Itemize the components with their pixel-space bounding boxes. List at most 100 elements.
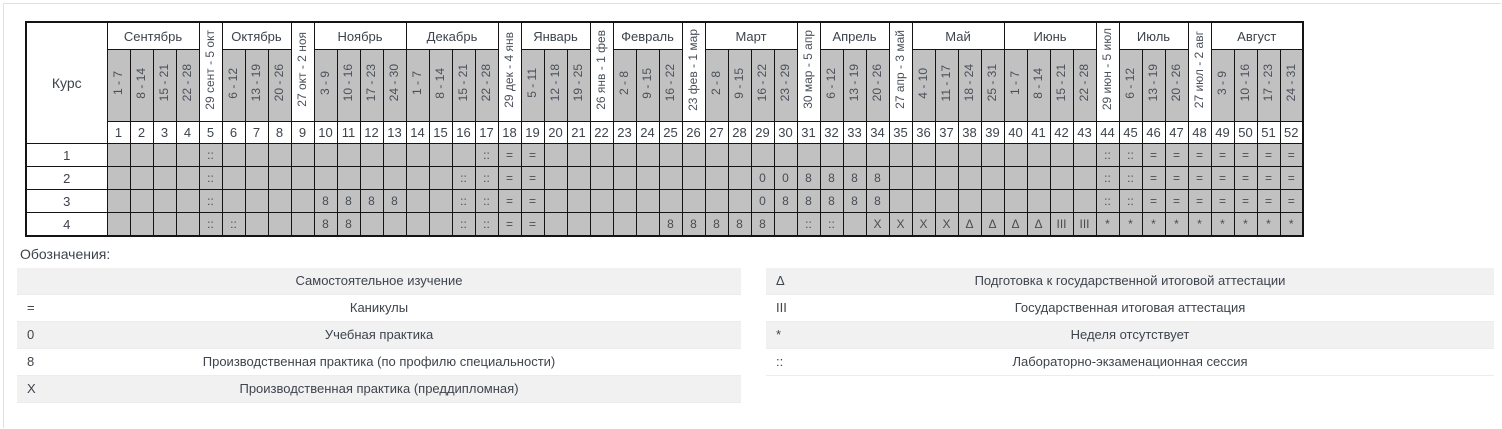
week-cell bbox=[129, 143, 154, 167]
week-number: 11 bbox=[336, 121, 361, 144]
week-date-header: 17 - 23 bbox=[359, 49, 384, 122]
week-cell bbox=[589, 212, 614, 237]
week-cell bbox=[336, 166, 361, 190]
week-cell bbox=[1003, 166, 1028, 190]
bridge-week-label: 27 июл - 2 авг bbox=[1191, 30, 1206, 109]
bridge-week-header: 27 окт - 2 ноя bbox=[290, 21, 315, 122]
week-cell bbox=[704, 189, 729, 213]
course-label: 3 bbox=[25, 189, 108, 213]
week-date-label: 6 - 12 bbox=[1122, 67, 1137, 99]
week-cell: * bbox=[1164, 212, 1189, 237]
week-cell: 8 bbox=[681, 212, 706, 237]
week-cell: :: bbox=[451, 166, 476, 190]
week-date-label: 15 - 21 bbox=[156, 64, 171, 102]
legend-row: III Государственная итоговая аттестация bbox=[766, 295, 1494, 322]
week-cell bbox=[727, 143, 752, 167]
week-cell bbox=[635, 143, 660, 167]
week-date-header: 8 - 14 bbox=[129, 49, 154, 122]
week-cell bbox=[911, 143, 936, 167]
week-cell: = bbox=[1141, 166, 1166, 190]
week-cell bbox=[382, 166, 407, 190]
week-cell bbox=[1072, 143, 1097, 167]
course-label: 2 bbox=[25, 166, 108, 190]
week-date-label: 17 - 23 bbox=[1260, 64, 1275, 102]
week-cell bbox=[773, 143, 798, 167]
week-date-header: 3 - 9 bbox=[1210, 49, 1235, 122]
week-cell bbox=[911, 189, 936, 213]
week-date-label: 9 - 15 bbox=[639, 67, 654, 99]
week-cell: = bbox=[497, 143, 522, 167]
week-cell bbox=[658, 189, 683, 213]
week-cell: 8 bbox=[819, 189, 844, 213]
week-cell bbox=[106, 189, 131, 213]
legend-symbol: :: bbox=[776, 354, 784, 369]
week-number: 1 bbox=[106, 121, 131, 144]
week-date-header: 9 - 15 bbox=[727, 49, 752, 122]
week-number: 40 bbox=[1003, 121, 1028, 144]
week-cell bbox=[152, 189, 177, 213]
week-number: 6 bbox=[221, 121, 246, 144]
week-cell bbox=[1026, 143, 1051, 167]
week-cell: :: bbox=[1118, 166, 1143, 190]
week-date-header: 24 - 30 bbox=[382, 49, 407, 122]
week-date-label: 1 - 7 bbox=[110, 70, 125, 95]
week-cell bbox=[773, 212, 798, 237]
week-cell: = bbox=[1187, 166, 1212, 190]
legend-symbol: Δ bbox=[776, 273, 785, 288]
week-date-label: 20 - 26 bbox=[869, 64, 884, 102]
week-cell: :: bbox=[198, 166, 223, 190]
week-cell: 8 bbox=[727, 212, 752, 237]
week-date-header: 16 - 22 bbox=[658, 49, 683, 122]
month-header: Август bbox=[1210, 21, 1304, 50]
week-cell bbox=[451, 143, 476, 167]
week-number: 42 bbox=[1049, 121, 1074, 144]
week-date-header: 15 - 21 bbox=[1049, 49, 1074, 122]
bridge-week-label: 27 апр - 3 май bbox=[892, 30, 907, 109]
week-number: 49 bbox=[1210, 121, 1235, 144]
week-date-label: 8 - 14 bbox=[133, 67, 148, 99]
week-cell: = bbox=[497, 189, 522, 213]
week-cell bbox=[290, 212, 315, 237]
week-number: 31 bbox=[796, 121, 821, 144]
week-cell: 8 bbox=[704, 212, 729, 237]
week-date-label: 6 - 12 bbox=[225, 67, 240, 99]
week-number: 5 bbox=[198, 121, 223, 144]
legend-label: Государственная итоговая аттестация bbox=[1014, 300, 1246, 315]
week-number: 28 bbox=[727, 121, 752, 144]
week-date-header: 1 - 7 bbox=[106, 49, 131, 122]
week-cell bbox=[589, 166, 614, 190]
week-number: 17 bbox=[474, 121, 499, 144]
week-date-header: 6 - 12 bbox=[1118, 49, 1143, 122]
week-cell bbox=[428, 212, 453, 237]
week-number: 37 bbox=[934, 121, 959, 144]
week-cell bbox=[566, 212, 591, 237]
legend-right: Δ Подготовка к государственной итоговой а… bbox=[766, 268, 1494, 376]
week-cell bbox=[313, 143, 338, 167]
week-number: 41 bbox=[1026, 121, 1051, 144]
month-header: Ноябрь bbox=[313, 21, 407, 50]
week-number: 48 bbox=[1187, 121, 1212, 144]
week-cell: :: bbox=[221, 212, 246, 237]
week-date-header: 13 - 19 bbox=[842, 49, 867, 122]
week-cell: = bbox=[1279, 189, 1304, 213]
week-cell bbox=[1003, 143, 1028, 167]
week-cell: :: bbox=[1118, 143, 1143, 167]
week-cell bbox=[911, 166, 936, 190]
legend-label: Каникулы bbox=[349, 300, 409, 315]
week-numbers-row: 1 2 3 4 5 6 7 8 9 10 11 12 13 14 15 16 17 18 19 20 21 22 23 24 2… bbox=[26, 121, 1304, 144]
course-label: 1 bbox=[25, 143, 108, 167]
week-cell: * bbox=[1118, 212, 1143, 237]
week-date-label: 4 - 10 bbox=[915, 67, 930, 99]
week-number: 35 bbox=[888, 121, 913, 144]
week-cell: = bbox=[1256, 189, 1281, 213]
week-number: 46 bbox=[1141, 121, 1166, 144]
week-cell bbox=[612, 166, 637, 190]
week-number: 25 bbox=[658, 121, 683, 144]
week-cell bbox=[428, 143, 453, 167]
bridge-week-header: 29 июн - 5 июл bbox=[1095, 21, 1120, 122]
week-cell bbox=[727, 166, 752, 190]
week-cell bbox=[957, 189, 982, 213]
week-cell: = bbox=[520, 189, 545, 213]
week-date-label: 20 - 26 bbox=[271, 64, 286, 102]
week-cell: 8 bbox=[336, 212, 361, 237]
